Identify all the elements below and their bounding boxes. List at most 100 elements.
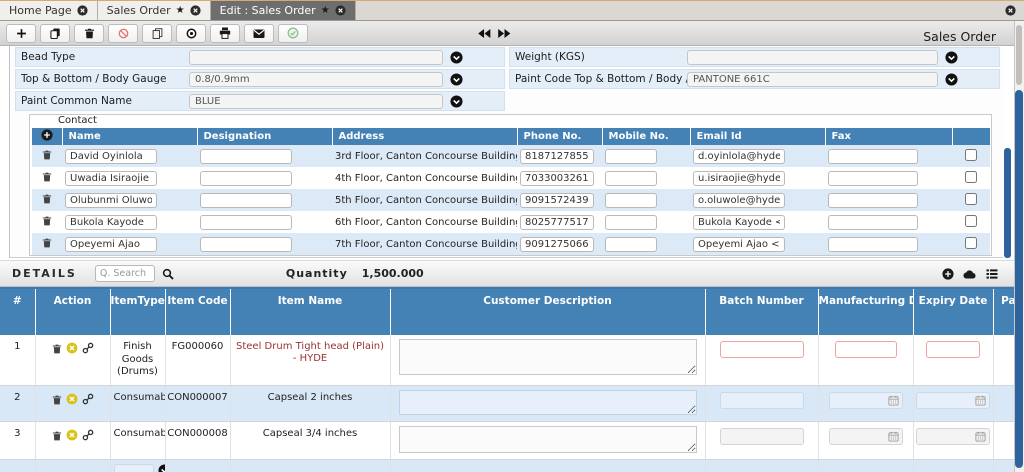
contact-designation-input[interactable]: [200, 192, 292, 208]
contact-mobile-input[interactable]: [605, 148, 657, 164]
contact-mobile-input[interactable]: [605, 236, 657, 252]
link-item-icon[interactable]: [82, 393, 94, 405]
contact-email-input[interactable]: [693, 170, 785, 186]
tab-home-page[interactable]: Home Page: [0, 1, 98, 20]
close-all-tabs-icon[interactable]: [1005, 5, 1016, 16]
chevron-down-icon[interactable]: [450, 72, 463, 86]
delete-button[interactable]: [74, 23, 104, 43]
contact-phone-input[interactable]: [520, 170, 594, 186]
add-contact-icon[interactable]: [41, 129, 53, 141]
contact-designation-input[interactable]: [200, 170, 292, 186]
top-bottom-body-gauge-input[interactable]: [189, 71, 443, 87]
contact-mobile-input[interactable]: [605, 192, 657, 208]
link-item-icon[interactable]: [82, 342, 94, 354]
paint-code-top-bottom-body-centre-input[interactable]: [687, 71, 938, 87]
cancel-item-icon[interactable]: [66, 342, 78, 354]
contact-scrollbar-thumb[interactable]: [1004, 148, 1011, 258]
calendar-icon[interactable]: [887, 431, 899, 442]
calendar-icon[interactable]: [975, 431, 986, 442]
approve-button[interactable]: [278, 23, 308, 43]
customer-description-input[interactable]: [398, 425, 697, 453]
contact-select-checkbox[interactable]: [965, 148, 977, 161]
customer-description-input[interactable]: [398, 339, 697, 375]
chevron-down-icon[interactable]: [450, 94, 463, 108]
calendar-icon[interactable]: [887, 395, 899, 406]
new-item-type-input[interactable]: [113, 463, 154, 472]
contact-select-checkbox[interactable]: [965, 192, 977, 205]
page-scrollbar[interactable]: [1014, 21, 1024, 472]
chevron-down-icon[interactable]: [945, 72, 958, 86]
contact-fax-input[interactable]: [828, 148, 918, 164]
contact-fax-input[interactable]: [828, 214, 918, 230]
contact-select-checkbox[interactable]: [965, 236, 977, 249]
cloud-upload-icon[interactable]: [963, 268, 977, 280]
contact-designation-input[interactable]: [200, 214, 292, 230]
expiry-date-input[interactable]: [926, 341, 980, 358]
scrollbar-thumb-top[interactable]: [1016, 25, 1022, 85]
star-icon[interactable]: ★: [175, 4, 185, 16]
expiry-date-input[interactable]: [916, 427, 990, 445]
contact-phone-input[interactable]: [520, 148, 594, 164]
tab-close-icon[interactable]: [335, 5, 346, 16]
cancel-item-icon[interactable]: [66, 429, 78, 441]
bead-type-input[interactable]: [189, 49, 443, 65]
batch-number-input[interactable]: [719, 341, 804, 358]
tab-close-icon[interactable]: [77, 5, 88, 16]
navigate-forward-icon[interactable]: [498, 29, 511, 38]
details-search-input[interactable]: [94, 265, 155, 282]
duplicate-button[interactable]: [142, 23, 172, 43]
contact-email-input[interactable]: [693, 148, 785, 164]
customer-description-input[interactable]: [398, 389, 697, 415]
star-icon[interactable]: ★: [320, 4, 330, 16]
add-detail-row-icon[interactable]: [942, 268, 954, 280]
contact-name-input[interactable]: [65, 236, 157, 252]
email-button[interactable]: [244, 23, 274, 43]
paint-common-name-input[interactable]: [189, 93, 443, 109]
delete-item-icon[interactable]: [52, 395, 62, 405]
expiry-date-input[interactable]: [916, 391, 990, 409]
delete-item-icon[interactable]: [52, 431, 62, 441]
contact-name-input[interactable]: [65, 192, 157, 208]
new-button[interactable]: [6, 23, 36, 43]
contact-designation-input[interactable]: [200, 236, 292, 252]
record-button[interactable]: [176, 23, 206, 43]
delete-contact-icon[interactable]: [42, 150, 52, 160]
cancel-button[interactable]: [108, 23, 138, 43]
delete-contact-icon[interactable]: [42, 238, 52, 248]
delete-contact-icon[interactable]: [42, 172, 52, 182]
scrollbar-thumb[interactable]: [1015, 90, 1023, 468]
delete-contact-icon[interactable]: [42, 216, 52, 226]
contact-phone-input[interactable]: [520, 214, 594, 230]
print-button[interactable]: [210, 23, 240, 43]
navigate-back-icon[interactable]: [478, 29, 491, 38]
link-item-icon[interactable]: [82, 429, 94, 441]
search-icon[interactable]: [162, 268, 174, 280]
manufacturing-date-input[interactable]: [828, 427, 903, 445]
contact-phone-input[interactable]: [520, 236, 594, 252]
weight-kgs-input[interactable]: [687, 49, 938, 65]
contact-fax-input[interactable]: [828, 236, 918, 252]
tab-edit-sales-order[interactable]: Edit : Sales Order ★: [210, 1, 356, 20]
contact-mobile-input[interactable]: [605, 170, 657, 186]
manufacturing-date-input[interactable]: [828, 391, 903, 409]
chevron-down-icon[interactable]: [157, 464, 164, 472]
contact-name-input[interactable]: [65, 214, 157, 230]
contact-phone-input[interactable]: [520, 192, 594, 208]
manufacturing-date-input[interactable]: [834, 341, 897, 358]
contact-mobile-input[interactable]: [605, 214, 657, 230]
batch-number-input[interactable]: [719, 391, 804, 409]
contact-name-input[interactable]: [65, 170, 157, 186]
contact-designation-input[interactable]: [200, 148, 292, 164]
contact-email-input[interactable]: [693, 192, 785, 208]
tab-sales-order[interactable]: Sales Order ★: [97, 1, 211, 20]
contact-select-checkbox[interactable]: [965, 170, 977, 183]
chevron-down-icon[interactable]: [450, 50, 463, 64]
list-view-icon[interactable]: [986, 268, 998, 280]
contact-fax-input[interactable]: [828, 192, 918, 208]
copy-button[interactable]: [40, 23, 70, 43]
delete-contact-icon[interactable]: [42, 194, 52, 204]
tab-close-icon[interactable]: [190, 5, 201, 16]
contact-fax-input[interactable]: [828, 170, 918, 186]
contact-email-input[interactable]: [693, 214, 785, 230]
contact-email-input[interactable]: [693, 236, 785, 252]
